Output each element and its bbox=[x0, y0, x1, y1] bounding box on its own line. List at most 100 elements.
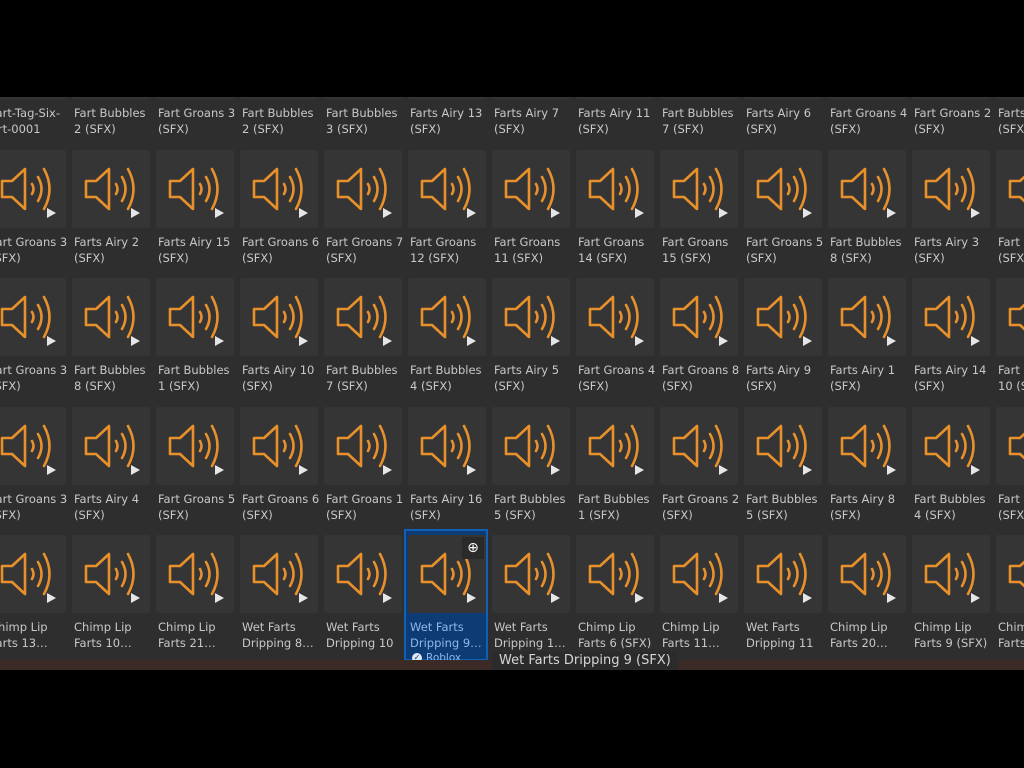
play-icon[interactable] bbox=[47, 465, 56, 475]
asset-thumbnail[interactable] bbox=[744, 278, 822, 356]
play-icon[interactable] bbox=[215, 465, 224, 475]
play-icon[interactable] bbox=[635, 465, 644, 475]
asset-thumbnail[interactable] bbox=[660, 150, 738, 228]
asset-thumbnail[interactable] bbox=[660, 97, 738, 99]
play-icon[interactable] bbox=[47, 593, 56, 603]
play-icon[interactable] bbox=[635, 208, 644, 218]
asset-thumbnail[interactable] bbox=[492, 407, 570, 485]
asset-thumbnail[interactable] bbox=[492, 535, 570, 613]
asset-thumbnail[interactable] bbox=[912, 535, 990, 613]
asset-thumbnail[interactable] bbox=[744, 97, 822, 99]
play-icon[interactable] bbox=[803, 593, 812, 603]
play-icon[interactable] bbox=[299, 465, 308, 475]
asset-thumbnail[interactable] bbox=[576, 407, 654, 485]
asset-thumbnail[interactable]: ⊕ bbox=[408, 535, 486, 613]
play-icon[interactable] bbox=[551, 336, 560, 346]
play-icon[interactable] bbox=[551, 208, 560, 218]
play-icon[interactable] bbox=[971, 465, 980, 475]
asset-thumbnail[interactable] bbox=[996, 535, 1024, 613]
play-icon[interactable] bbox=[299, 336, 308, 346]
play-icon[interactable] bbox=[887, 465, 896, 475]
asset-thumbnail[interactable] bbox=[240, 535, 318, 613]
play-icon[interactable] bbox=[383, 593, 392, 603]
play-icon[interactable] bbox=[635, 336, 644, 346]
asset-thumbnail[interactable] bbox=[828, 150, 906, 228]
asset-thumbnail[interactable] bbox=[492, 278, 570, 356]
play-icon[interactable] bbox=[719, 208, 728, 218]
asset-thumbnail[interactable] bbox=[912, 407, 990, 485]
asset-thumbnail[interactable] bbox=[660, 407, 738, 485]
play-icon[interactable] bbox=[803, 208, 812, 218]
play-icon[interactable] bbox=[215, 593, 224, 603]
asset-thumbnail[interactable] bbox=[744, 407, 822, 485]
asset-thumbnail[interactable] bbox=[744, 150, 822, 228]
play-icon[interactable] bbox=[887, 593, 896, 603]
play-icon[interactable] bbox=[467, 336, 476, 346]
play-icon[interactable] bbox=[383, 208, 392, 218]
asset-thumbnail[interactable] bbox=[492, 150, 570, 228]
asset-thumbnail[interactable] bbox=[324, 150, 402, 228]
play-icon[interactable] bbox=[299, 208, 308, 218]
asset-thumbnail[interactable] bbox=[72, 97, 150, 99]
asset-thumbnail[interactable] bbox=[0, 407, 66, 485]
play-icon[interactable] bbox=[803, 465, 812, 475]
play-icon[interactable] bbox=[215, 336, 224, 346]
asset-thumbnail[interactable] bbox=[912, 278, 990, 356]
asset-thumbnail[interactable] bbox=[0, 150, 66, 228]
asset-thumbnail[interactable] bbox=[0, 535, 66, 613]
asset-thumbnail[interactable] bbox=[408, 97, 486, 99]
asset-thumbnail[interactable] bbox=[408, 278, 486, 356]
asset-thumbnail[interactable] bbox=[324, 97, 402, 99]
asset-thumbnail[interactable] bbox=[324, 535, 402, 613]
zoom-in-icon[interactable]: ⊕ bbox=[462, 537, 484, 559]
asset-thumbnail[interactable] bbox=[72, 278, 150, 356]
play-icon[interactable] bbox=[47, 336, 56, 346]
asset-thumbnail[interactable] bbox=[996, 150, 1024, 228]
play-icon[interactable] bbox=[47, 208, 56, 218]
play-icon[interactable] bbox=[383, 465, 392, 475]
play-icon[interactable] bbox=[971, 208, 980, 218]
play-icon[interactable] bbox=[551, 593, 560, 603]
play-icon[interactable] bbox=[131, 465, 140, 475]
asset-thumbnail[interactable] bbox=[660, 535, 738, 613]
asset-thumbnail[interactable] bbox=[72, 150, 150, 228]
asset-thumbnail[interactable] bbox=[324, 278, 402, 356]
asset-thumbnail[interactable] bbox=[240, 278, 318, 356]
play-icon[interactable] bbox=[551, 465, 560, 475]
play-icon[interactable] bbox=[719, 465, 728, 475]
asset-thumbnail[interactable] bbox=[240, 407, 318, 485]
play-icon[interactable] bbox=[467, 208, 476, 218]
asset-thumbnail[interactable] bbox=[576, 278, 654, 356]
play-icon[interactable] bbox=[467, 593, 476, 603]
play-icon[interactable] bbox=[887, 336, 896, 346]
play-icon[interactable] bbox=[887, 208, 896, 218]
play-icon[interactable] bbox=[971, 336, 980, 346]
asset-thumbnail[interactable] bbox=[744, 535, 822, 613]
asset-thumbnail[interactable] bbox=[156, 278, 234, 356]
asset-thumbnail[interactable] bbox=[996, 97, 1024, 99]
asset-thumbnail[interactable] bbox=[408, 150, 486, 228]
asset-thumbnail[interactable] bbox=[996, 278, 1024, 356]
asset-thumbnail[interactable] bbox=[156, 407, 234, 485]
play-icon[interactable] bbox=[719, 593, 728, 603]
play-icon[interactable] bbox=[803, 336, 812, 346]
play-icon[interactable] bbox=[131, 336, 140, 346]
asset-thumbnail[interactable] bbox=[240, 150, 318, 228]
asset-thumbnail[interactable] bbox=[996, 407, 1024, 485]
asset-thumbnail[interactable] bbox=[576, 97, 654, 99]
asset-thumbnail[interactable] bbox=[72, 535, 150, 613]
play-icon[interactable] bbox=[467, 465, 476, 475]
play-icon[interactable] bbox=[383, 336, 392, 346]
play-icon[interactable] bbox=[719, 336, 728, 346]
play-icon[interactable] bbox=[299, 593, 308, 603]
asset-thumbnail[interactable] bbox=[156, 535, 234, 613]
asset-thumbnail[interactable] bbox=[576, 150, 654, 228]
asset-thumbnail[interactable] bbox=[828, 407, 906, 485]
asset-thumbnail[interactable] bbox=[156, 97, 234, 99]
asset-thumbnail[interactable] bbox=[912, 97, 990, 99]
asset-thumbnail[interactable] bbox=[324, 407, 402, 485]
asset-thumbnail[interactable] bbox=[828, 278, 906, 356]
asset-thumbnail[interactable] bbox=[156, 150, 234, 228]
asset-thumbnail[interactable] bbox=[492, 97, 570, 99]
asset-thumbnail[interactable] bbox=[576, 535, 654, 613]
